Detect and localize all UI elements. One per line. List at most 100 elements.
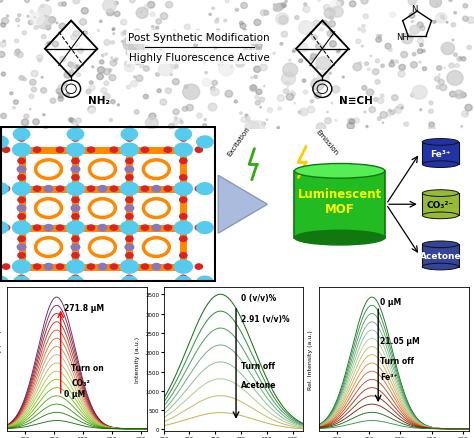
Circle shape — [22, 32, 27, 36]
Circle shape — [128, 66, 131, 68]
Circle shape — [0, 42, 6, 48]
Circle shape — [17, 244, 26, 251]
Circle shape — [156, 20, 162, 25]
Circle shape — [29, 109, 31, 111]
Circle shape — [437, 67, 442, 71]
Circle shape — [0, 24, 1, 26]
Text: Luminescent
MOF: Luminescent MOF — [298, 187, 382, 215]
Circle shape — [303, 7, 310, 14]
Circle shape — [327, 31, 334, 38]
Circle shape — [111, 42, 115, 45]
Circle shape — [120, 261, 138, 273]
Ellipse shape — [294, 231, 385, 245]
Circle shape — [31, 71, 38, 78]
Circle shape — [316, 57, 330, 71]
Circle shape — [273, 5, 275, 7]
Circle shape — [37, 16, 52, 30]
Circle shape — [211, 89, 219, 96]
Circle shape — [134, 77, 136, 78]
Circle shape — [292, 93, 296, 97]
Circle shape — [422, 67, 427, 71]
Circle shape — [89, 109, 95, 115]
Circle shape — [98, 225, 107, 231]
Circle shape — [225, 0, 229, 4]
Circle shape — [417, 23, 423, 28]
Circle shape — [12, 183, 31, 196]
Circle shape — [234, 101, 237, 104]
Circle shape — [58, 85, 65, 92]
Circle shape — [164, 148, 172, 153]
Circle shape — [121, 32, 126, 37]
Circle shape — [439, 75, 440, 76]
Circle shape — [285, 82, 289, 85]
Circle shape — [18, 253, 25, 258]
Circle shape — [212, 81, 218, 86]
Circle shape — [285, 1, 287, 4]
Circle shape — [153, 41, 155, 43]
Text: 2.91 (v/v)%: 2.91 (v/v)% — [241, 314, 290, 324]
Circle shape — [98, 186, 107, 192]
Circle shape — [264, 86, 265, 88]
Circle shape — [72, 237, 79, 242]
Circle shape — [75, 46, 78, 47]
Circle shape — [58, 4, 62, 7]
Circle shape — [157, 50, 164, 57]
Circle shape — [34, 226, 41, 231]
Circle shape — [18, 198, 25, 203]
Circle shape — [228, 55, 234, 60]
Circle shape — [157, 90, 161, 93]
Circle shape — [329, 73, 331, 75]
Circle shape — [366, 90, 374, 96]
Circle shape — [117, 105, 119, 106]
Circle shape — [36, 56, 43, 61]
Circle shape — [97, 74, 103, 81]
Circle shape — [125, 244, 134, 251]
Circle shape — [68, 63, 73, 67]
Circle shape — [126, 237, 133, 242]
Circle shape — [149, 114, 156, 120]
Circle shape — [72, 276, 79, 281]
Circle shape — [236, 60, 245, 68]
Text: Fe³⁺: Fe³⁺ — [430, 149, 451, 158]
Circle shape — [440, 85, 447, 92]
Circle shape — [195, 264, 202, 270]
Circle shape — [174, 183, 192, 196]
Circle shape — [191, 55, 195, 58]
Ellipse shape — [422, 241, 458, 248]
Circle shape — [283, 89, 289, 95]
Circle shape — [422, 50, 425, 53]
Circle shape — [409, 14, 415, 19]
Circle shape — [251, 78, 253, 79]
Circle shape — [129, 42, 144, 56]
Circle shape — [28, 21, 33, 25]
Circle shape — [0, 114, 7, 119]
Circle shape — [126, 276, 133, 281]
Circle shape — [131, 44, 133, 45]
Circle shape — [14, 52, 19, 57]
Circle shape — [366, 126, 368, 128]
Circle shape — [41, 35, 46, 40]
Circle shape — [179, 119, 182, 122]
Circle shape — [390, 13, 396, 18]
Circle shape — [308, 107, 315, 113]
Circle shape — [254, 48, 260, 53]
Circle shape — [241, 117, 247, 123]
Circle shape — [50, 99, 56, 104]
Circle shape — [180, 253, 187, 258]
Circle shape — [266, 120, 268, 121]
Circle shape — [71, 205, 80, 212]
Circle shape — [219, 63, 234, 77]
Circle shape — [29, 95, 34, 99]
Circle shape — [267, 109, 273, 113]
Circle shape — [152, 27, 154, 29]
Circle shape — [224, 20, 227, 23]
Circle shape — [17, 205, 26, 212]
Circle shape — [18, 276, 25, 281]
Circle shape — [235, 9, 238, 12]
Circle shape — [175, 129, 191, 141]
Circle shape — [109, 75, 116, 81]
Circle shape — [97, 30, 100, 32]
Circle shape — [34, 148, 41, 153]
Circle shape — [398, 72, 405, 78]
Circle shape — [110, 61, 117, 67]
